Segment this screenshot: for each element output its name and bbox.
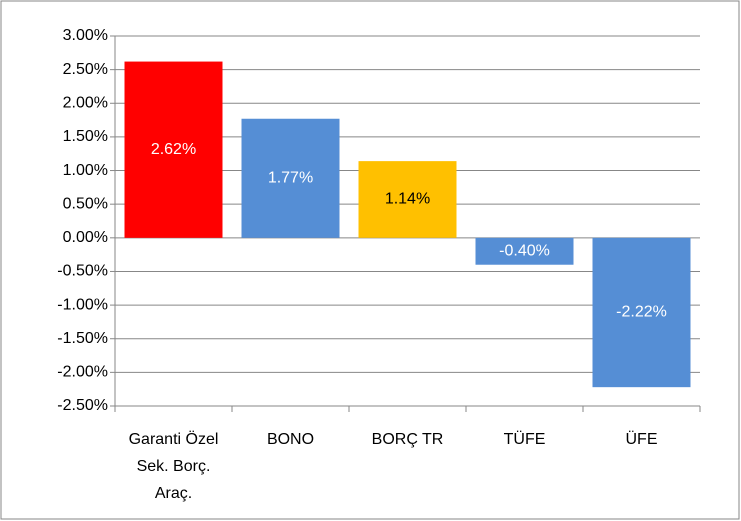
y-tick-label: -1.00% — [57, 296, 108, 313]
data-label: -0.40% — [499, 242, 550, 259]
y-tick-label: 3.00% — [63, 27, 108, 44]
x-tick-label: TÜFE — [503, 431, 546, 448]
y-tick-label: -2.00% — [57, 364, 108, 381]
bar — [241, 118, 340, 238]
x-tick-label: ÜFE — [625, 431, 658, 448]
x-tick-label: Garanti Özel Sek. Borç. Araç. — [128, 431, 219, 502]
y-tick-label: -2.50% — [57, 397, 108, 414]
y-tick-label: 2.50% — [63, 61, 108, 78]
y-tick-label: -1.50% — [57, 330, 108, 347]
y-tick-label: 2.00% — [63, 94, 108, 111]
data-label: -2.22% — [616, 304, 667, 321]
y-tick-label: -0.50% — [57, 263, 108, 280]
data-label: 1.77% — [268, 170, 313, 187]
x-tick-label: BORÇ TR — [371, 431, 444, 448]
bar — [475, 237, 574, 265]
bar — [592, 237, 691, 388]
bar — [124, 61, 223, 238]
x-tick-label: BONO — [266, 431, 315, 448]
y-tick-label: 0.50% — [63, 195, 108, 212]
bar — [358, 161, 457, 238]
y-tick-label: 1.00% — [63, 162, 108, 179]
y-tick-label: 1.50% — [63, 128, 108, 145]
y-tick-label: 0.00% — [63, 229, 108, 246]
data-label: 1.14% — [385, 191, 430, 208]
data-label: 2.62% — [151, 141, 196, 158]
